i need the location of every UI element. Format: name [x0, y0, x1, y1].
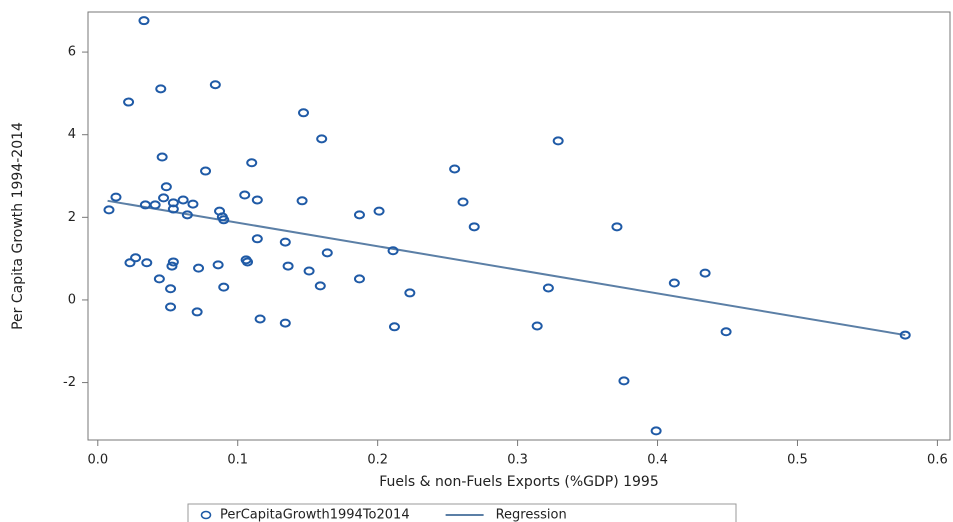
- data-point: [699, 268, 711, 278]
- y-tick-label: 2: [68, 210, 76, 225]
- x-tick-label: 0.6: [927, 453, 948, 468]
- data-point: [153, 274, 165, 284]
- data-point: [181, 210, 193, 220]
- data-point: [239, 190, 251, 200]
- data-point: [251, 234, 263, 244]
- data-point: [141, 258, 153, 268]
- data-point: [296, 196, 308, 206]
- x-tick-label: 0.4: [647, 453, 668, 468]
- data-point: [611, 222, 623, 232]
- data-point: [193, 263, 205, 273]
- data-point: [314, 281, 326, 291]
- data-point: [209, 80, 221, 90]
- y-tick-label: -2: [63, 375, 76, 390]
- data-point: [668, 278, 680, 288]
- data-point: [200, 166, 212, 176]
- data-point: [167, 204, 179, 214]
- legend-label: Regression: [496, 508, 567, 522]
- data-point: [353, 274, 365, 284]
- data-point: [124, 258, 136, 268]
- x-tick-label: 0.3: [507, 453, 528, 468]
- data-point: [449, 164, 461, 174]
- data-point: [110, 192, 122, 202]
- data-point: [373, 206, 385, 216]
- data-point: [457, 197, 469, 207]
- data-point: [246, 158, 258, 168]
- data-point: [720, 327, 732, 337]
- regression-line: [107, 199, 906, 337]
- data-point: [298, 108, 309, 118]
- data-point: [155, 84, 167, 94]
- data-point: [103, 205, 115, 215]
- data-point: [212, 260, 224, 270]
- data-point: [123, 97, 135, 107]
- data-point: [618, 376, 630, 386]
- data-point: [404, 288, 416, 298]
- x-tick-label: 0.5: [787, 453, 808, 468]
- data-point: [149, 200, 161, 210]
- data-point: [177, 195, 189, 205]
- legend: PerCapitaGrowth1994To2014 Regression: [187, 503, 737, 522]
- data-point: [191, 307, 203, 317]
- data-point: [321, 248, 333, 258]
- data-point: [388, 322, 400, 332]
- data-point: [218, 215, 230, 225]
- data-point: [160, 182, 172, 192]
- data-point: [167, 257, 179, 267]
- y-tick-label: 4: [68, 127, 76, 142]
- data-point: [187, 199, 199, 209]
- data-point: [316, 134, 328, 144]
- y-tick-label: 0: [68, 292, 76, 307]
- data-point: [279, 237, 291, 247]
- data-point: [158, 193, 170, 203]
- data-point: [165, 284, 177, 294]
- data-point: [303, 266, 315, 276]
- x-tick-label: 0.2: [367, 453, 388, 468]
- data-point: [156, 152, 168, 162]
- legend-label: PerCapitaGrowth1994To2014: [220, 508, 410, 522]
- data-point: [387, 246, 399, 256]
- data-point: [542, 283, 554, 293]
- data-point: [282, 261, 294, 271]
- data-point: [468, 222, 480, 232]
- data-point: [650, 426, 662, 436]
- legend-box: [187, 503, 737, 522]
- x-axis-title: Fuels & non-Fuels Exports (%GDP) 1995: [379, 474, 659, 490]
- data-point: [531, 321, 543, 331]
- data-point: [166, 261, 178, 271]
- data-point: [242, 257, 254, 267]
- data-point: [254, 314, 266, 324]
- y-axis-title: Per Capita Growth 1994-2014: [10, 122, 26, 330]
- data-point: [218, 282, 230, 292]
- x-tick-label: 0.1: [227, 453, 248, 468]
- data-point: [353, 210, 365, 220]
- legend-swatch: [200, 510, 212, 520]
- data-point: [279, 318, 291, 328]
- x-tick-label: 0.0: [87, 453, 108, 468]
- data-point: [138, 16, 150, 26]
- plot-frame: [87, 11, 951, 441]
- data-point: [165, 302, 177, 312]
- data-point: [251, 195, 263, 205]
- data-point: [899, 330, 911, 340]
- data-point: [130, 253, 142, 263]
- y-tick-label: 6: [68, 45, 76, 60]
- data-point: [552, 136, 564, 146]
